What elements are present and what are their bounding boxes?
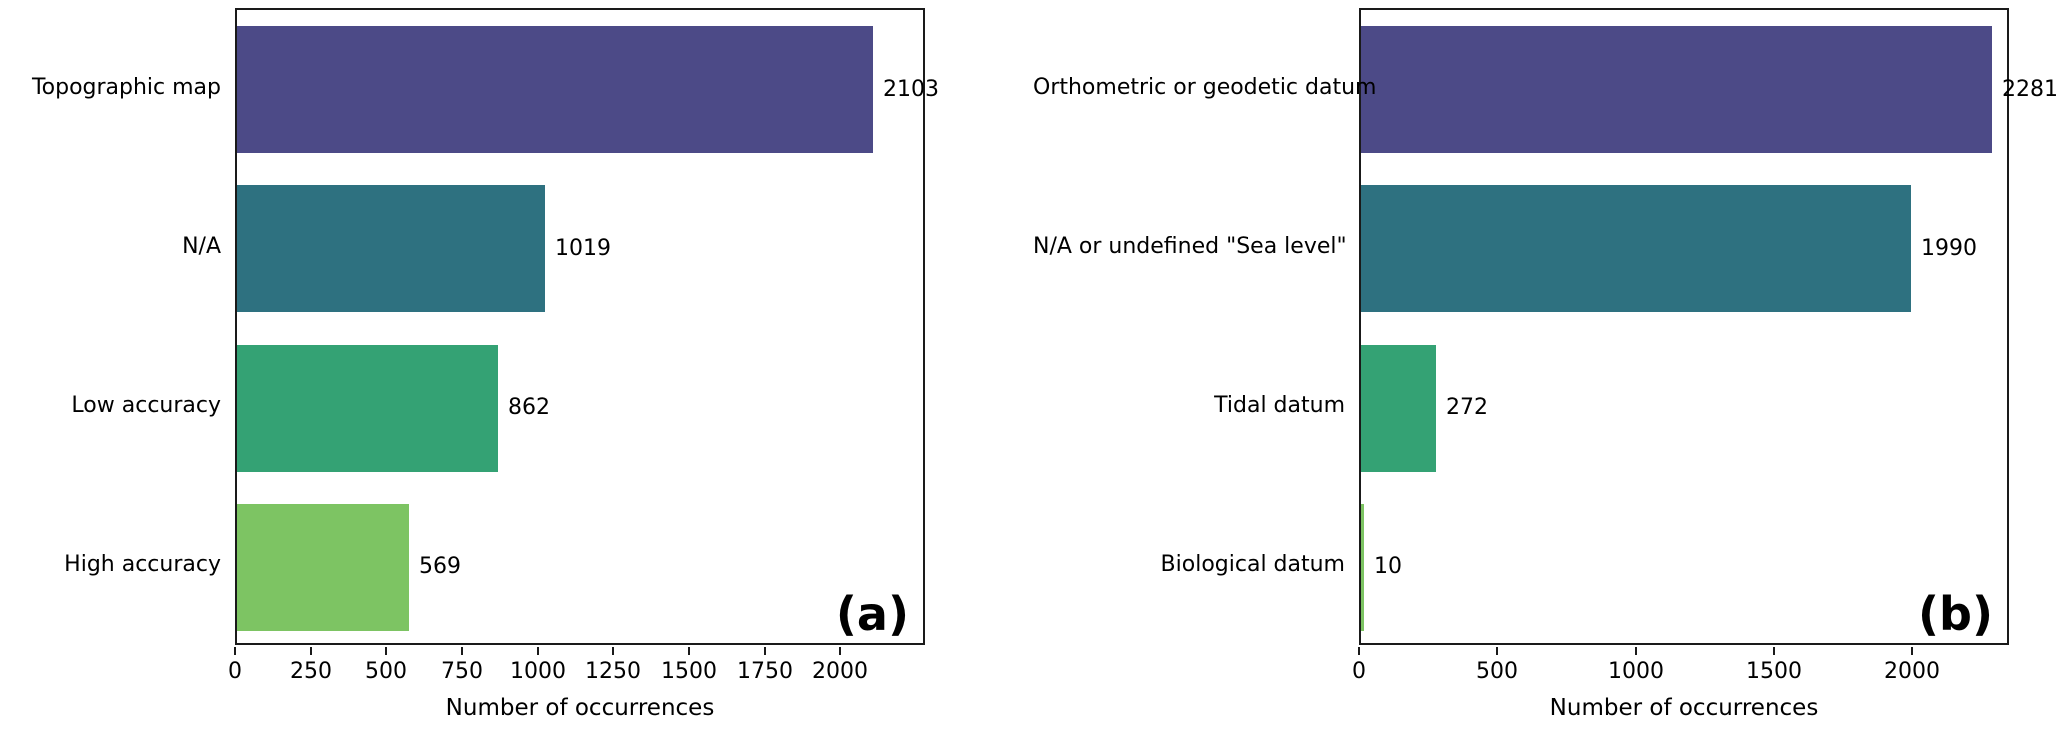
x-axis-label: Number of occurrences [445, 695, 715, 721]
category-label: Topographic map [31, 75, 221, 100]
x-tick-mark [839, 647, 841, 655]
x-tick-label: 250 [290, 659, 332, 684]
category-label: Orthometric or geodetic datum [1033, 75, 1377, 100]
plot-area: 2103 1019 862 569 (a) [235, 8, 939, 645]
bar-3 [237, 504, 409, 631]
x-tick-mark [1496, 647, 1498, 655]
x-tick-label: 500 [1476, 659, 1518, 684]
bar-0 [237, 26, 873, 153]
bar-value-label: 1990 [1921, 236, 1977, 261]
category-label: Biological datum [1160, 552, 1345, 577]
x-tick-label: 500 [365, 659, 407, 684]
chart-panel-b: 2281 1990 272 10 (b) Orthometric or geodetic … [1033, 0, 2066, 733]
x-tick-label: 1500 [1746, 659, 1802, 684]
category-label: High accuracy [64, 552, 221, 577]
bar-value-label: 10 [1374, 554, 1402, 579]
x-tick-mark [612, 647, 614, 655]
x-tick-label: 1000 [1608, 659, 1664, 684]
x-axis-label: Number of occurrences [1549, 695, 1819, 721]
x-tick-mark [1773, 647, 1775, 655]
bar-0 [1361, 26, 1992, 153]
bar-3 [1361, 504, 1364, 631]
x-tick-label: 1750 [737, 659, 793, 684]
x-tick-mark [1911, 647, 1913, 655]
x-tick-mark [461, 647, 463, 655]
chart-panel-a: 2103 1019 862 569 (a) Topographic map N/A Low a… [0, 0, 1033, 733]
bar-value-label: 2281 [2002, 77, 2058, 102]
bar-1 [237, 185, 545, 312]
panel-letter: (b) [1918, 587, 1993, 641]
x-tick-mark [310, 647, 312, 655]
x-tick-label: 1000 [510, 659, 566, 684]
category-label: Low accuracy [71, 393, 221, 418]
x-tick-mark [234, 647, 236, 655]
x-tick-label: 1500 [661, 659, 717, 684]
x-tick-mark [385, 647, 387, 655]
bar-value-label: 272 [1446, 395, 1488, 420]
category-label: N/A or undefined "Sea level" [1033, 234, 1347, 259]
category-label: N/A [182, 234, 221, 259]
bar-1 [1361, 185, 1911, 312]
plot-area: 2281 1990 272 10 (b) [1359, 8, 2058, 645]
bar-2 [237, 345, 498, 472]
x-tick-mark [1358, 647, 1360, 655]
bar-value-label: 569 [419, 554, 461, 579]
x-tick-label: 2000 [812, 659, 868, 684]
category-label: Tidal datum [1214, 393, 1345, 418]
x-tick-mark [764, 647, 766, 655]
panel-letter: (a) [835, 587, 909, 641]
x-tick-mark [1635, 647, 1637, 655]
x-tick-label: 1250 [585, 659, 641, 684]
x-tick-label: 0 [1352, 659, 1366, 684]
x-tick-label: 0 [228, 659, 242, 684]
x-tick-mark [537, 647, 539, 655]
x-tick-label: 750 [441, 659, 483, 684]
bar-value-label: 1019 [555, 236, 611, 261]
x-tick-mark [688, 647, 690, 655]
bar-value-label: 2103 [883, 77, 939, 102]
bar-value-label: 862 [508, 395, 550, 420]
x-tick-label: 2000 [1884, 659, 1940, 684]
bar-2 [1361, 345, 1436, 472]
